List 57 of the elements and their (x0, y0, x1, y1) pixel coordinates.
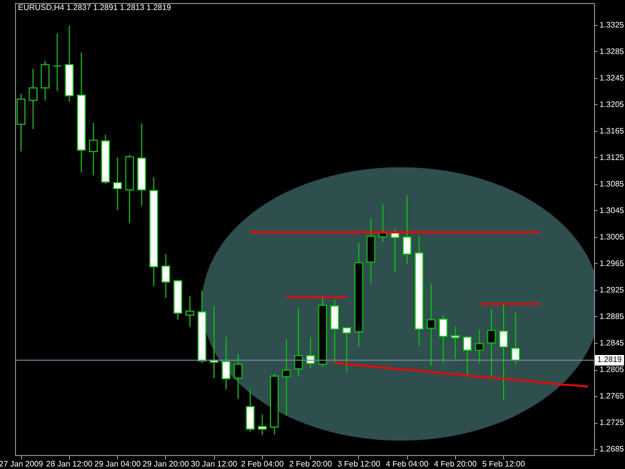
candlestick (487, 308, 496, 380)
y-tick-label: 1.2685 (600, 444, 625, 454)
y-tick-label: 1.2845 (600, 338, 625, 348)
y-tick-label: 1.2805 (600, 365, 625, 374)
candlestick (511, 312, 520, 365)
candlestick (330, 299, 340, 364)
x-tick-label: 28 Jan 12:00 (46, 460, 93, 468)
candlestick (475, 329, 484, 364)
chart-title: EURUSD,H4 1.2837 1.2891 1.2813 1.2819 (18, 3, 172, 12)
x-tick-label: 30 Jan 12:00 (190, 460, 238, 468)
candlestick (258, 414, 267, 436)
y-tick-label: 1.3005 (600, 232, 625, 242)
candlestick (426, 284, 436, 366)
candlestick (294, 308, 303, 378)
candlestick (28, 68, 38, 130)
x-tick-label: 5 Feb 12:00 (482, 460, 526, 468)
x-tick-label: 2 Feb 04:00 (240, 460, 284, 468)
candlestick (402, 194, 412, 264)
candlestick (89, 122, 98, 176)
y-tick-label: 1.2925 (600, 285, 625, 294)
candlestick (222, 336, 230, 390)
y-tick-label: 1.3165 (600, 126, 625, 136)
candlestick (499, 302, 508, 400)
y-tick-label: 1.2725 (600, 418, 625, 428)
x-tick-label: 29 Jan 20:00 (142, 460, 190, 468)
candlestick (378, 204, 388, 243)
candlestick (246, 388, 255, 432)
ref-line-label: 1.2819 (597, 355, 622, 364)
candlestick (40, 60, 50, 101)
y-tick-label: 1.2765 (600, 392, 625, 401)
candlestick (450, 326, 460, 360)
y-tick-label: 1.2885 (600, 312, 625, 321)
candlestick (52, 32, 62, 92)
y-tick-label: 1.3045 (600, 206, 625, 215)
y-tick-label: 1.3325 (600, 20, 625, 30)
y-tick-label: 1.2965 (600, 258, 625, 268)
candlestick (390, 228, 400, 273)
candlestick (438, 314, 448, 364)
candlestick (113, 156, 122, 210)
y-tick-label: 1.3245 (600, 73, 625, 82)
x-tick-label: 4 Feb 04:00 (386, 460, 429, 468)
y-tick-label: 1.3125 (600, 152, 625, 162)
candlestick (161, 254, 170, 298)
candlestick (306, 336, 315, 369)
candlestick (342, 327, 352, 373)
x-tick-label: 29 Jan 04:00 (94, 460, 142, 468)
y-tick-label: 1.3285 (600, 46, 625, 56)
x-tick-label: 2 Feb 20:00 (289, 460, 332, 468)
candlestick (282, 338, 291, 416)
x-tick-label: 3 Feb 12:00 (337, 460, 381, 468)
line-series (334, 362, 589, 388)
y-tick-label: 1.3085 (600, 179, 625, 188)
candlestick (186, 295, 194, 328)
candlestick (234, 354, 243, 400)
x-tick-label: 4 Feb 20:00 (434, 460, 478, 468)
candlestick (462, 336, 472, 375)
y-tick-label: 1.3205 (600, 100, 625, 109)
